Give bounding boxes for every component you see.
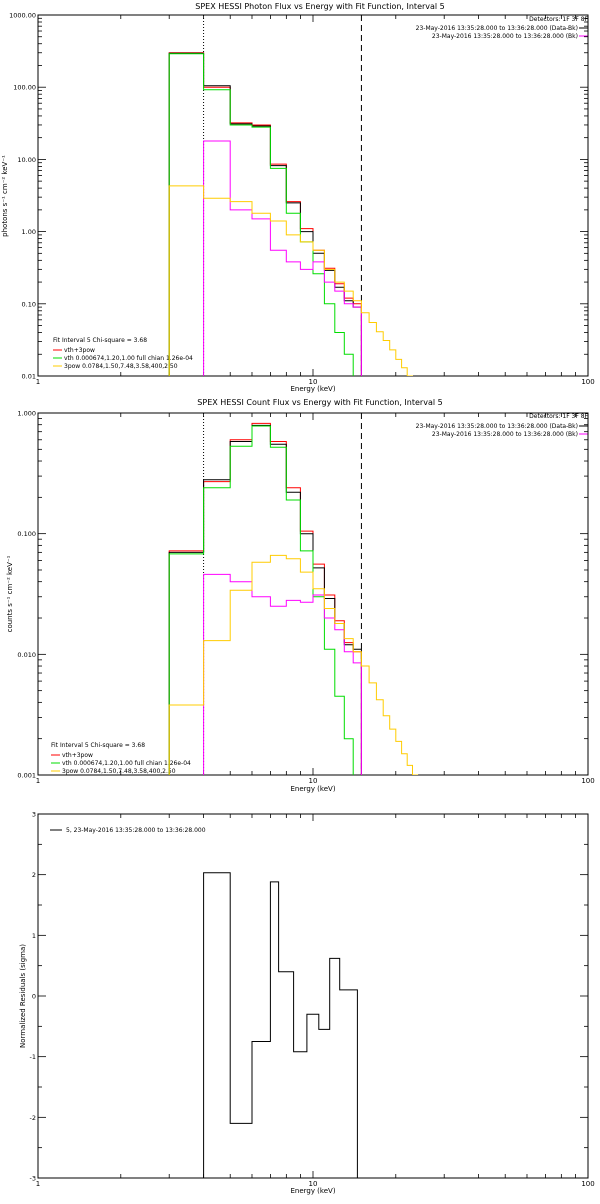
residuals-series-group [203, 872, 358, 1178]
count-flux-legend-total: vth+3pow [62, 752, 93, 759]
photon-flux-series-series-3 [203, 140, 362, 376]
residuals-y-tick-label: -3 [30, 1175, 36, 1183]
photon-flux-fit-header: Fit Interval 5 Chi-square = 3.68 [53, 337, 147, 344]
residuals-ylabel: Normalized Residuals (sigma) [19, 944, 27, 1048]
count-flux-series-vth [168, 425, 354, 775]
photon-flux-x-tick-label: 10 [309, 378, 318, 386]
count-flux-y-tick-label: 0.001 [17, 772, 36, 780]
photon-flux-y-tick-label: 10.00 [17, 156, 36, 164]
photon-flux-x-tick-label: 1 [36, 378, 40, 386]
residuals-x-tick-label: 100 [581, 1180, 594, 1188]
residuals-x-tick-label: 10 [309, 1180, 318, 1188]
count-flux-x-tick-label: 100 [581, 777, 594, 785]
photon-flux-panel: SPEX HESSI Photon Flux vs Energy with Fi… [1, 2, 595, 393]
photon-flux-series-group [168, 52, 413, 376]
count-flux-series-group [168, 422, 419, 775]
count-flux-xlabel: Energy (keV) [290, 785, 335, 793]
count-flux-fit-header: Fit Interval 5 Chi-square = 3.68 [51, 742, 145, 749]
count-flux-series-series-3 [203, 573, 362, 775]
photon-flux-y-tick-label: 100.00 [13, 84, 36, 92]
residuals-y-tick-label: 0 [32, 993, 36, 1001]
residuals-plot-frame [37, 813, 589, 1179]
residuals-x-tick-label: 1 [36, 1180, 40, 1188]
count-flux-title: SPEX HESSI Count Flux vs Energy with Fit… [197, 398, 442, 407]
count-flux-series-vth-3pow [168, 422, 362, 775]
count-flux-panel: SPEX HESSI Count Flux vs Energy with Fit… [6, 398, 595, 793]
photon-flux-x-tick-label: 100 [581, 378, 594, 386]
residuals-y-tick-label: -2 [30, 1114, 36, 1122]
count-flux-y-tick-label: 0.010 [17, 651, 36, 659]
residuals-y-tick-label: 2 [32, 871, 36, 879]
residuals-xlabel: Energy (keV) [290, 1187, 335, 1195]
photon-flux-legend-3pow: 3pow 0.0784,1.50,7.48,3.58,400,2.50 [64, 363, 178, 370]
count-flux-x-tick-label: 10 [309, 777, 318, 785]
count-flux-series-series-1 [168, 424, 362, 775]
photon-flux-y-tick-label: 1.00 [22, 228, 36, 236]
photon-flux-legend-data: 23-May-2016 13:35:28.000 to 13:36:28.000… [416, 25, 578, 32]
photon-flux-detectors: Detectors: 1F 3F 8F [529, 16, 588, 23]
count-flux-ylabel: counts s⁻¹ cm⁻² keV⁻¹ [6, 555, 14, 632]
count-flux-series-3pow [168, 554, 419, 775]
count-flux-y-tick-label: 0.100 [17, 530, 36, 538]
photon-flux-series-series-1 [168, 52, 362, 376]
photon-flux-legend-vth: vth 0.000674,1.20,1.00 full chian 1.26e-… [64, 355, 193, 362]
photon-flux-plot-frame [37, 14, 589, 377]
count-flux-legend-data: 23-May-2016 13:35:28.000 to 13:36:28.000… [416, 423, 578, 430]
photon-flux-y-tick-label: 0.10 [22, 300, 36, 308]
count-flux-legend-3pow: 3pow 0.0784,1.50,7.48,3.58,400,2.50 [62, 768, 176, 775]
photon-flux-series-vth [168, 53, 354, 376]
count-flux-y-tick-label: 1.000 [17, 410, 36, 418]
count-flux-legend-vth: vth 0.000674,1.20,1.00 full chian 1.26e-… [62, 760, 191, 767]
photon-flux-legend-bk: 23-May-2016 13:35:28.000 to 13:36:28.000… [432, 33, 578, 40]
photon-flux-ylabel: photons s⁻¹ cm⁻² keV⁻¹ [1, 155, 9, 237]
photon-flux-xlabel: Energy (keV) [290, 385, 335, 393]
count-flux-legend-bk: 23-May-2016 13:35:28.000 to 13:36:28.000… [432, 431, 578, 438]
residuals-legend: 5, 23-May-2016 13:35:28.000 to 13:36:28.… [66, 827, 206, 834]
residuals-panel: Energy (keV) Normalized Residuals (sigma… [19, 811, 595, 1196]
count-flux-detectors: Detectors: 1F 3F 8F [529, 413, 588, 420]
residuals-series-series-0 [203, 872, 358, 1178]
photon-flux-y-tick-label: 0.01 [22, 373, 36, 381]
photon-flux-series-vth-3pow [168, 52, 362, 376]
photon-flux-series-3pow [168, 185, 413, 376]
photon-flux-legend-total: vth+3pow [64, 347, 95, 354]
residuals-y-tick-label: -1 [30, 1053, 36, 1061]
photon-flux-y-tick-label: 1000.00 [9, 12, 36, 20]
count-flux-x-tick-label: 1 [36, 777, 40, 785]
residuals-y-tick-label: 3 [32, 811, 36, 819]
residuals-y-tick-label: 1 [32, 932, 36, 940]
photon-flux-title: SPEX HESSI Photon Flux vs Energy with Fi… [195, 2, 445, 11]
